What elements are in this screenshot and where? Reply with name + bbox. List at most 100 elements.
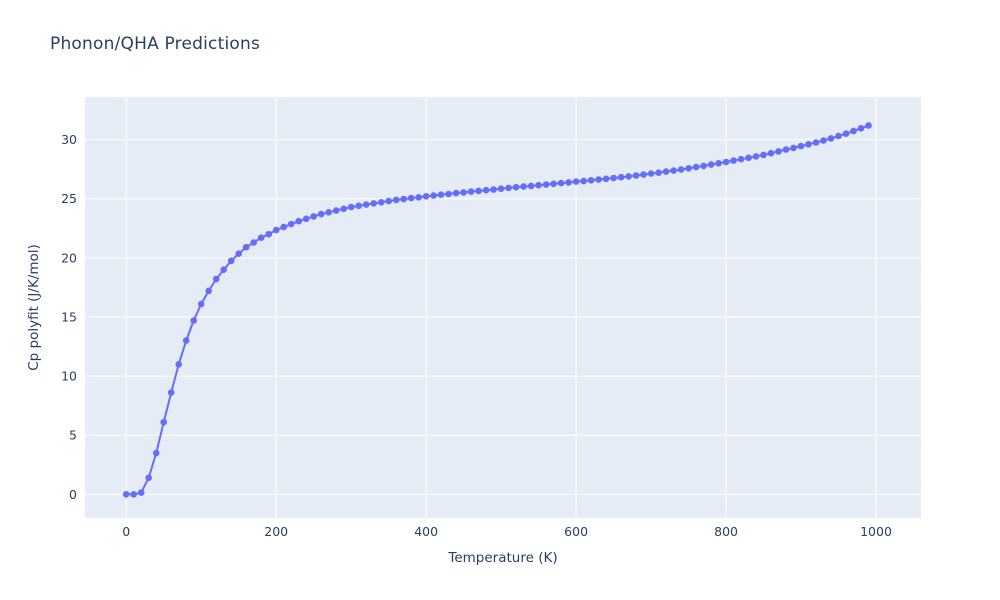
data-point[interactable] <box>572 178 580 185</box>
data-point[interactable] <box>640 171 647 178</box>
data-point[interactable] <box>857 125 865 132</box>
data-point[interactable] <box>242 243 250 251</box>
data-point[interactable] <box>595 176 602 183</box>
data-point[interactable] <box>317 210 325 218</box>
data-point[interactable] <box>775 148 782 155</box>
data-point[interactable] <box>865 122 872 129</box>
data-point[interactable] <box>797 142 805 150</box>
data-point[interactable] <box>145 474 152 482</box>
data-point[interactable] <box>745 154 752 162</box>
data-point[interactable] <box>130 491 137 498</box>
data-point[interactable] <box>700 162 707 170</box>
data-point[interactable] <box>715 160 722 167</box>
data-point[interactable] <box>497 185 505 192</box>
data-point[interactable] <box>647 170 655 177</box>
data-point[interactable] <box>632 172 640 179</box>
data-point[interactable] <box>340 205 348 213</box>
data-point[interactable] <box>355 202 363 210</box>
data-point[interactable] <box>535 181 542 189</box>
data-point[interactable] <box>827 135 835 142</box>
data-point[interactable] <box>332 207 340 214</box>
data-point[interactable] <box>280 223 288 231</box>
data-point[interactable] <box>790 144 797 152</box>
data-point[interactable] <box>212 275 220 283</box>
data-point[interactable] <box>257 234 265 241</box>
data-point[interactable] <box>265 230 273 238</box>
data-point[interactable] <box>655 169 662 176</box>
data-point[interactable] <box>122 491 130 498</box>
data-point[interactable] <box>370 200 378 207</box>
data-point[interactable] <box>295 217 303 225</box>
data-point[interactable] <box>625 173 632 180</box>
data-point[interactable] <box>475 187 482 195</box>
data-point[interactable] <box>430 192 437 199</box>
data-point[interactable] <box>812 139 820 146</box>
data-point[interactable] <box>377 199 385 206</box>
data-point[interactable] <box>227 257 235 265</box>
data-point[interactable] <box>505 184 512 192</box>
data-point[interactable] <box>580 177 587 185</box>
data-point[interactable] <box>190 317 197 324</box>
data-point[interactable] <box>250 239 257 246</box>
data-point[interactable] <box>512 183 520 191</box>
data-point[interactable] <box>422 193 430 200</box>
data-point[interactable] <box>842 130 850 137</box>
data-point[interactable] <box>527 182 535 190</box>
data-point[interactable] <box>437 191 445 198</box>
data-point[interactable] <box>662 168 670 175</box>
data-point[interactable] <box>707 161 715 168</box>
data-point[interactable] <box>152 449 160 457</box>
data-point[interactable] <box>137 489 145 496</box>
data-point[interactable] <box>520 183 527 190</box>
data-point[interactable] <box>677 166 685 173</box>
data-point[interactable] <box>182 337 190 344</box>
data-point[interactable] <box>400 195 408 203</box>
data-point[interactable] <box>385 197 393 205</box>
data-point[interactable] <box>362 201 370 208</box>
data-point[interactable] <box>737 155 745 163</box>
data-point[interactable] <box>415 194 423 201</box>
data-point[interactable] <box>407 194 415 202</box>
data-point[interactable] <box>617 173 625 181</box>
data-point[interactable] <box>805 141 812 148</box>
data-point[interactable] <box>542 181 550 188</box>
data-point[interactable] <box>730 157 737 164</box>
data-point[interactable] <box>782 146 790 153</box>
data-point[interactable] <box>850 127 857 135</box>
data-point[interactable] <box>347 203 355 211</box>
data-point[interactable] <box>220 266 227 274</box>
data-point[interactable] <box>722 158 730 166</box>
data-point[interactable] <box>835 132 842 140</box>
data-point[interactable] <box>460 189 467 196</box>
data-point[interactable] <box>767 149 775 157</box>
data-point[interactable] <box>565 179 572 186</box>
data-point[interactable] <box>235 250 242 257</box>
data-point[interactable] <box>272 226 280 234</box>
data-point[interactable] <box>197 300 205 308</box>
data-point[interactable] <box>392 196 400 204</box>
data-point[interactable] <box>557 179 565 187</box>
plot-area[interactable] <box>85 97 921 518</box>
data-point[interactable] <box>602 175 610 183</box>
data-point[interactable] <box>490 186 497 193</box>
data-point[interactable] <box>467 188 475 195</box>
data-point[interactable] <box>550 180 557 188</box>
data-point[interactable] <box>160 418 167 426</box>
data-point[interactable] <box>325 209 333 216</box>
data-point[interactable] <box>310 213 318 220</box>
data-point[interactable] <box>610 174 617 182</box>
data-point[interactable] <box>452 189 460 197</box>
data-point[interactable] <box>760 151 767 159</box>
data-point[interactable] <box>302 215 310 223</box>
data-point[interactable] <box>587 177 595 184</box>
data-point[interactable] <box>445 190 452 198</box>
data-point[interactable] <box>692 163 700 171</box>
data-point[interactable] <box>205 287 212 295</box>
data-point[interactable] <box>175 361 182 368</box>
data-point[interactable] <box>752 153 760 160</box>
data-point[interactable] <box>287 220 295 228</box>
data-point[interactable] <box>685 165 692 172</box>
data-point[interactable] <box>670 167 677 174</box>
data-point[interactable] <box>820 137 827 144</box>
